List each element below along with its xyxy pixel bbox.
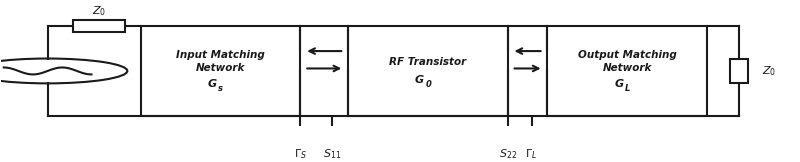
Text: $Z_0$: $Z_0$ [92,4,106,18]
Text: $\Gamma_L$: $\Gamma_L$ [526,147,538,161]
Text: $S_{22}$: $S_{22}$ [498,147,517,161]
Text: s: s [218,84,223,93]
Text: Input Matching: Input Matching [176,50,265,60]
Text: RF Transistor: RF Transistor [390,57,466,67]
Text: L: L [625,84,630,93]
Text: Output Matching: Output Matching [578,50,677,60]
Bar [730,58,747,83]
Text: G: G [207,79,217,89]
Bar [73,20,125,32]
Text: G: G [614,79,623,89]
Bar [547,26,707,116]
Text: 0: 0 [426,80,431,89]
Text: Network: Network [602,64,652,73]
Text: $\Gamma_S$: $\Gamma_S$ [294,147,307,161]
Text: $S_{11}$: $S_{11}$ [323,147,342,161]
Text: G: G [414,75,424,85]
Text: $Z_0$: $Z_0$ [762,64,776,78]
Text: Network: Network [196,64,246,73]
Bar [141,26,300,116]
Bar [348,26,508,116]
